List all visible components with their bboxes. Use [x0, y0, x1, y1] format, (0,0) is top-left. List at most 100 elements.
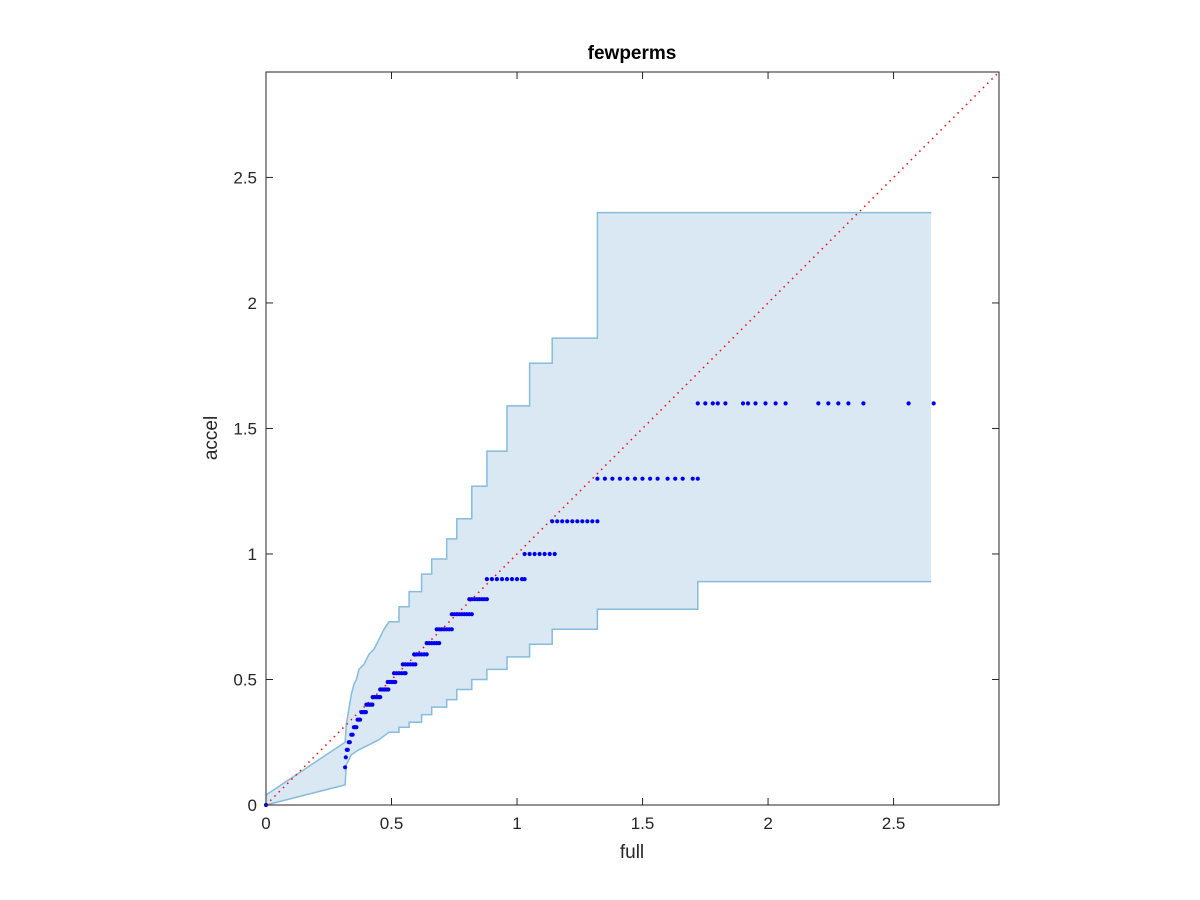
data-point [740, 401, 746, 406]
data-points [263, 401, 936, 808]
data-point [386, 687, 391, 692]
y-tick-label: 2 [248, 294, 257, 313]
data-point [469, 612, 474, 617]
confidence-band [265, 211, 932, 806]
data-point [610, 476, 615, 481]
data-point [695, 401, 700, 406]
data-point [345, 747, 350, 752]
data-point [595, 519, 600, 524]
data-point [861, 401, 866, 406]
data-point [532, 551, 537, 557]
data-point [358, 717, 363, 722]
data-point [494, 577, 499, 582]
data-point [715, 401, 720, 406]
data-point [625, 476, 630, 481]
data-point [552, 551, 557, 557]
data-point [555, 519, 560, 524]
data-point [640, 476, 645, 481]
data-point [602, 476, 608, 481]
data-point [424, 652, 429, 657]
data-point [343, 755, 348, 760]
data-point [509, 577, 515, 582]
y-tick-label: 0 [248, 796, 257, 815]
data-point [378, 695, 383, 700]
data-point [585, 519, 590, 524]
data-point [560, 519, 565, 524]
data-point [763, 401, 768, 406]
data-point [648, 476, 653, 481]
data-point [570, 519, 575, 524]
data-point [710, 401, 715, 406]
data-point [665, 476, 670, 481]
data-point [347, 740, 352, 745]
x-tick-label: 1 [512, 814, 521, 833]
x-tick-label: 0.5 [380, 814, 404, 833]
data-point [504, 577, 510, 582]
data-point [580, 519, 585, 524]
data-point [595, 476, 600, 481]
plot-area-box [265, 71, 1000, 806]
data-point [484, 597, 489, 602]
x-tick-label: 2.5 [882, 814, 906, 833]
data-point [370, 702, 375, 707]
data-point [723, 401, 728, 406]
data-point [632, 476, 638, 481]
band-fill [266, 212, 932, 806]
data-point [542, 551, 547, 557]
band-upper-edge [265, 211, 932, 796]
data-point [680, 476, 685, 481]
y-tick-label: 2.5 [233, 168, 257, 187]
data-point [437, 641, 442, 646]
data-point [846, 401, 851, 406]
data-point [816, 401, 821, 406]
data-point [655, 476, 660, 481]
data-point [393, 679, 398, 685]
x-tick-label: 1.5 [631, 814, 655, 833]
data-point [489, 577, 494, 582]
data-point [522, 551, 527, 557]
data-point [550, 519, 555, 524]
data-point [673, 476, 678, 481]
data-point [703, 401, 708, 406]
data-point [773, 401, 778, 406]
data-point [906, 401, 911, 406]
data-point [363, 710, 368, 715]
data-point [343, 765, 348, 770]
data-point [826, 401, 831, 406]
data-point [745, 401, 751, 406]
y-tick-label: 1.5 [233, 419, 257, 438]
data-point [931, 401, 936, 406]
data-point [403, 671, 408, 676]
data-point [690, 476, 695, 481]
data-point [753, 401, 758, 406]
data-point [527, 551, 532, 557]
chart-title: fewperms [588, 43, 677, 64]
data-point [695, 476, 700, 481]
y-tick-label: 0.5 [233, 670, 257, 689]
x-axis: 0 0.5 1 1.5 2 2.5 [261, 72, 905, 833]
data-point [354, 725, 359, 730]
data-point [537, 551, 542, 557]
x-tick-label: 0 [261, 814, 270, 833]
data-point [565, 519, 570, 524]
data-point [522, 577, 527, 582]
data-point [617, 476, 623, 481]
band-lower-edge [265, 580, 932, 806]
data-point [836, 401, 841, 406]
data-point [449, 627, 454, 632]
data-point [783, 401, 788, 406]
x-tick-label: 2 [763, 814, 772, 833]
y-axis-label: accel [201, 416, 222, 460]
data-point [499, 577, 505, 582]
data-point [514, 577, 520, 582]
x-axis-label: full [620, 842, 644, 863]
data-point [590, 519, 595, 524]
data-point [350, 732, 355, 737]
data-point [547, 551, 552, 557]
y-tick-label: 1 [248, 545, 257, 564]
y-axis: 0 0.5 1 1.5 2 2.5 [233, 168, 999, 815]
data-point [484, 577, 489, 582]
data-point [575, 519, 580, 524]
data-point [413, 662, 418, 667]
